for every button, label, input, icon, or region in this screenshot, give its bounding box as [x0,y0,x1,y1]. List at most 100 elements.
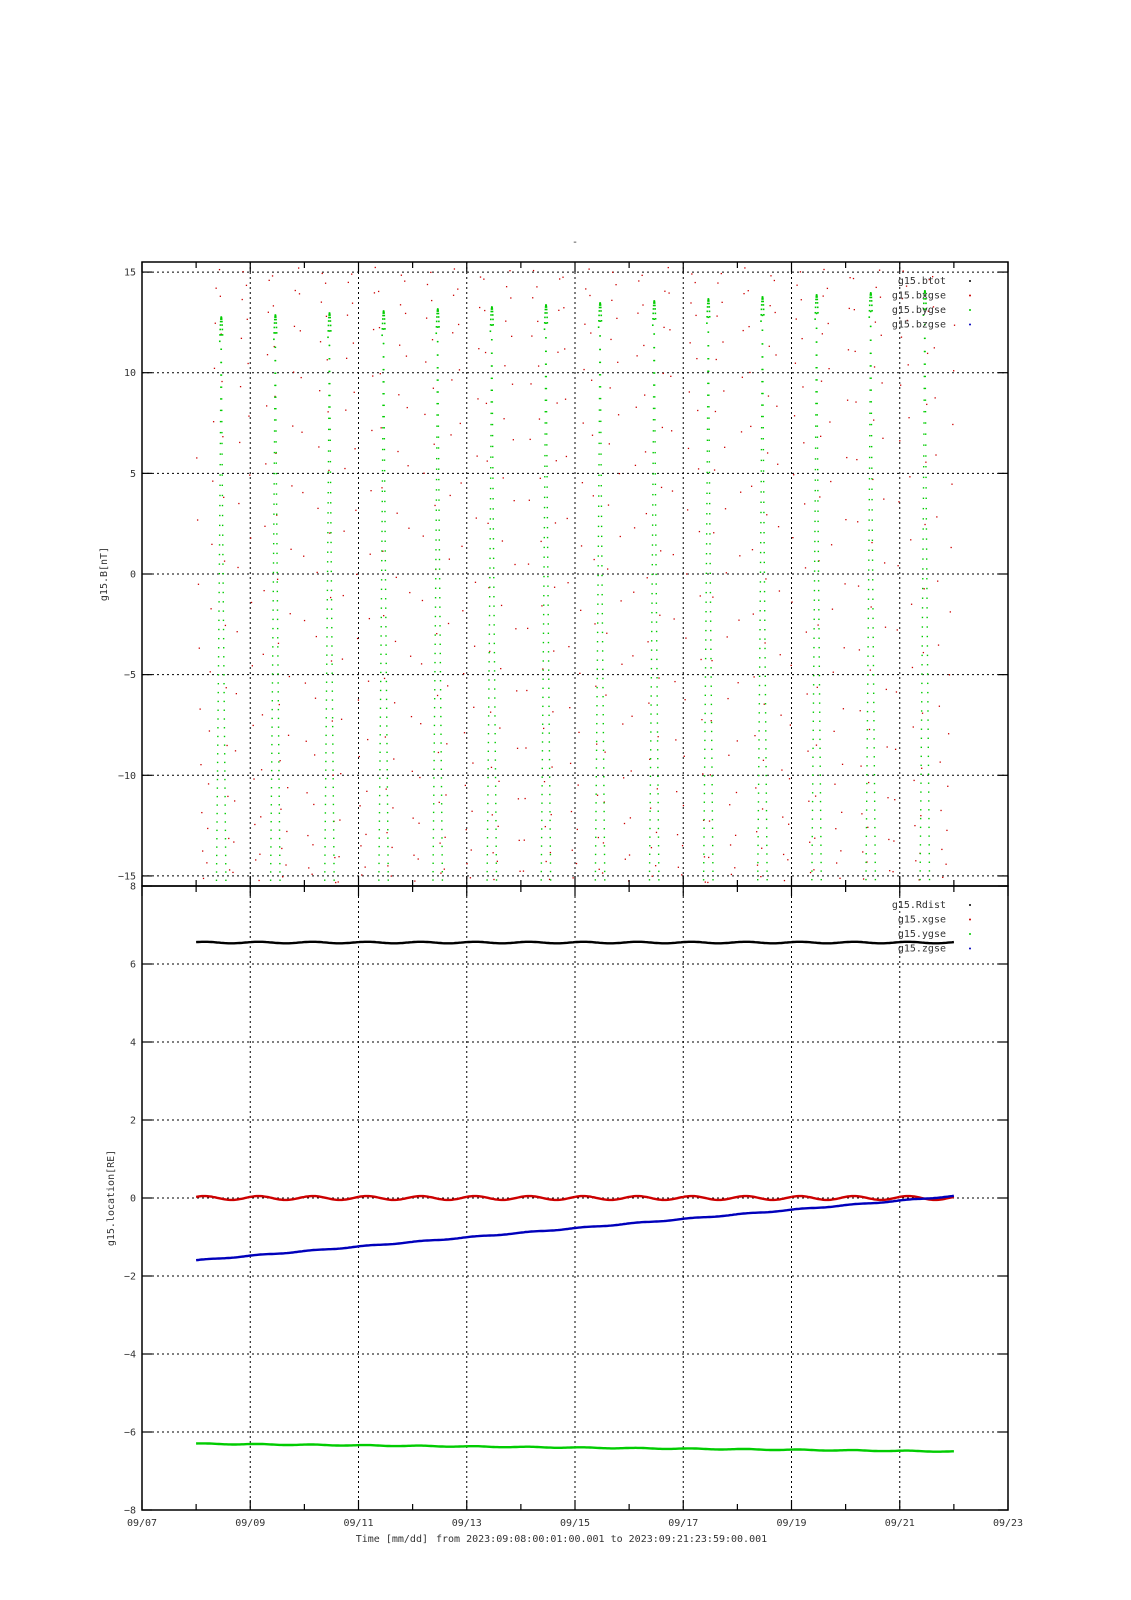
bygse-point [432,845,434,848]
bygse-point [654,441,656,443]
bygse-point [656,686,658,688]
bxgse-point [902,270,904,272]
bxgse-point [197,583,200,585]
bygse-point [600,464,602,466]
legend-label: g15.Rdist [892,900,946,911]
bygse-point [222,637,225,640]
bxgse-point [736,740,738,742]
bygse-point [223,700,225,703]
bygse-point [273,533,275,535]
bxgse-point [585,288,587,290]
bygse-point [439,652,441,655]
bxgse-point [306,792,308,794]
bygse-point [923,422,925,424]
bxgse-point [700,658,702,661]
bygse-point [817,479,819,481]
bygse-point [546,454,548,457]
bygse-point [272,618,274,621]
bxgse-point [826,287,829,290]
bygse-point [434,661,436,664]
bygse-point [434,670,436,673]
bxgse-point [209,671,211,673]
bygse-point [760,491,762,493]
bygse-point [272,571,275,574]
bygse-point [433,777,435,779]
bygse-point [648,870,651,873]
bygse-point [432,862,434,864]
bxgse-point [410,715,413,718]
bxgse-point [681,874,683,876]
bxgse-point [898,501,900,503]
bxgse-point [516,690,518,692]
x-tick-label: 09/11 [343,1518,373,1529]
bygse-point [434,652,436,655]
bygse-point [386,760,388,762]
bygse-point [812,720,815,723]
bygse-point [541,811,543,813]
bygse-point [542,669,544,671]
bygse-point [765,809,768,812]
bygse-point [866,791,868,794]
bygse-point [217,744,219,746]
bygse-point [491,401,494,403]
x-tick-label: 09/07 [127,1518,157,1529]
bygse-point [704,748,706,751]
bxgse-point [437,751,440,754]
bygse-point [217,647,220,649]
bxgse-point [553,586,556,588]
bxgse-point [883,498,885,500]
bygse-point [869,412,871,414]
bygse-point [326,570,329,573]
bygse-point [332,769,334,771]
bygse-point [867,608,870,610]
bxgse-point [425,361,427,363]
bxgse-point [867,826,869,828]
bygse-point [816,414,818,416]
bygse-point [594,845,597,847]
bygse-point [709,591,712,594]
bygse-point [598,464,600,466]
bxgse-point [261,714,264,716]
bygse-point [277,637,279,639]
bygse-point [278,837,281,840]
bxgse-point [597,836,600,839]
bxgse-point [612,271,614,273]
bygse-point [760,313,763,316]
bxgse-point [649,807,652,809]
bygse-point [656,695,658,697]
bygse-point [382,427,384,429]
bygse-point [432,811,435,814]
bygse-point [874,818,876,820]
bxgse-point [285,864,287,866]
bygse-point [489,576,491,579]
bygse-point [491,412,494,415]
bygse-point [600,310,602,312]
bxgse-point [835,828,837,830]
p1-ticks [141,262,1009,886]
bygse-point [273,441,276,443]
bxgse-point [809,841,811,843]
bygse-point [381,540,383,542]
bxgse-point [391,846,393,849]
bxgse-point [226,744,228,747]
bygse-point [382,438,384,440]
bygse-point [220,386,223,388]
bygse-point [333,862,335,865]
bxgse-point [199,708,201,710]
bygse-point [709,611,712,613]
bygse-point [440,715,442,718]
bygse-point [650,640,653,642]
bxgse-point [708,856,710,859]
bxgse-point [801,337,803,340]
bxgse-point [206,862,208,864]
bygse-point [547,585,549,587]
bxgse-point [620,600,622,602]
bygse-point [275,326,278,329]
bygse-point [222,601,224,603]
bygse-point [384,530,386,533]
bygse-point [387,845,389,848]
bygse-point [812,711,815,713]
bygse-point [438,326,440,328]
bygse-point [704,667,707,669]
bxgse-point [606,568,609,570]
